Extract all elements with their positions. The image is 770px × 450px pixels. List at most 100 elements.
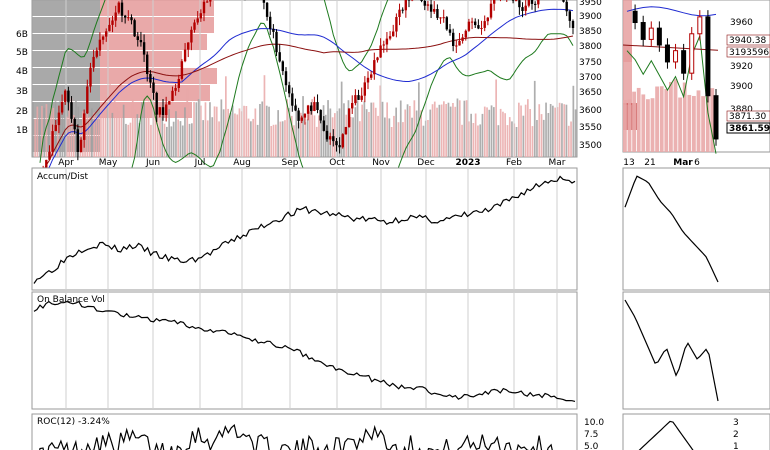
volume-bar [552,105,554,157]
zoom-volume-bar [632,91,636,152]
volume-bar [402,122,404,157]
volume-bar [540,114,543,157]
candle-body [461,37,464,41]
volume-bar [225,76,227,157]
candle-body [89,67,92,87]
candle-body [442,17,445,19]
zoom-value-label: 3193596 [729,48,769,58]
zoom-value-label-box [726,122,770,134]
volume-bar [127,124,130,157]
candle-body [388,36,392,39]
candle-body [316,102,319,110]
volume-bar [270,126,273,157]
volume-profile-bar [100,85,210,101]
volume-bar [440,104,443,157]
candle-body [480,28,483,29]
volume-bar [531,126,534,157]
candle-body [347,108,351,127]
volume-bar [406,104,409,157]
price-tick-label: 3650 [579,88,602,98]
roc-axis-labels: 10.0 7.5 5.0 [584,418,604,450]
zoom-price-axis-labels: 3960 3920 3900 3880 [730,18,753,115]
candle-body [489,3,493,18]
candle-body [486,17,489,22]
zoom-volume-bar [646,99,650,152]
candle-body [433,9,436,12]
roc-zoom-frame [622,413,770,450]
volume-bar [104,101,107,157]
volume-bar [324,114,327,157]
volume-bar [542,119,545,157]
zoom-value-labels: 3940.38 3193596 3871.30 3861.59 [726,34,770,134]
candle-body [278,52,281,62]
volume-bar [490,105,493,157]
volume-bar [41,105,43,157]
time-tick-label: Mar [549,158,566,168]
volume-bar [370,102,373,157]
volume-bar [377,115,379,157]
candle-body [165,104,168,115]
volume-bar [479,124,482,157]
candle-body [183,49,187,62]
volume-axis-labels: 6B 5B 4B 3B 2B 1B [16,30,28,136]
zoom-time-tick-label: 21 [644,158,655,168]
obv-grid [65,292,558,409]
candle-body [288,85,291,94]
volume-bar [147,101,150,157]
candle-body [366,77,370,83]
volume-bar [561,103,563,157]
volume-bar [125,123,127,157]
volume-bar [45,104,48,157]
volume-bar [263,75,266,157]
volume-bar [497,125,500,157]
candle-body [98,39,102,51]
candle-body [477,25,480,29]
volume-bar [177,119,179,157]
volume-bar [454,106,457,157]
volume-bar [340,81,343,157]
volume-bar [259,104,261,157]
roc-zoom-line [638,420,694,450]
zoom-volume-bar [664,89,669,152]
candle-body [120,2,124,16]
volume-bar [59,101,61,157]
zoom-profile-bar [623,45,632,105]
candle-body [332,136,335,142]
volume-bar [100,117,102,157]
volume-bar [409,106,411,157]
candle-body [294,105,297,111]
volume-bar [288,108,291,157]
candle-body [206,1,209,3]
volume-bar [145,105,148,157]
candle-body [511,0,515,1]
candle-body [196,18,199,23]
volume-bar [170,126,173,157]
candle-body [448,29,452,33]
candle-body [385,38,389,45]
zoom-volume-bar [669,81,673,152]
volume-bar [277,110,279,157]
candle-body [202,1,206,14]
volume-bar [397,122,400,157]
volume-bar [166,126,168,157]
volume-bar [436,107,438,157]
volume-bar [138,123,141,157]
candle-body [79,139,83,152]
zoom-bollinger-line [626,35,717,154]
volume-bar [533,80,536,157]
moving-average-blue-line [39,8,574,187]
volume-bar [506,125,509,157]
zoom-volume-bar [673,79,678,152]
volume-bar [536,120,538,157]
candle-body [426,4,430,6]
obv-line [33,300,576,402]
volume-bar [404,109,407,157]
price-tick-label: 3800 [579,42,602,52]
volume-bar [574,109,577,157]
candle-body [344,127,348,135]
candle-body [360,95,363,100]
accum-dist-zoom-panel [622,167,770,291]
volume-bar [70,97,73,157]
volume-bar [483,106,486,157]
accum-dist-panel: Accum/Dist [31,167,578,291]
